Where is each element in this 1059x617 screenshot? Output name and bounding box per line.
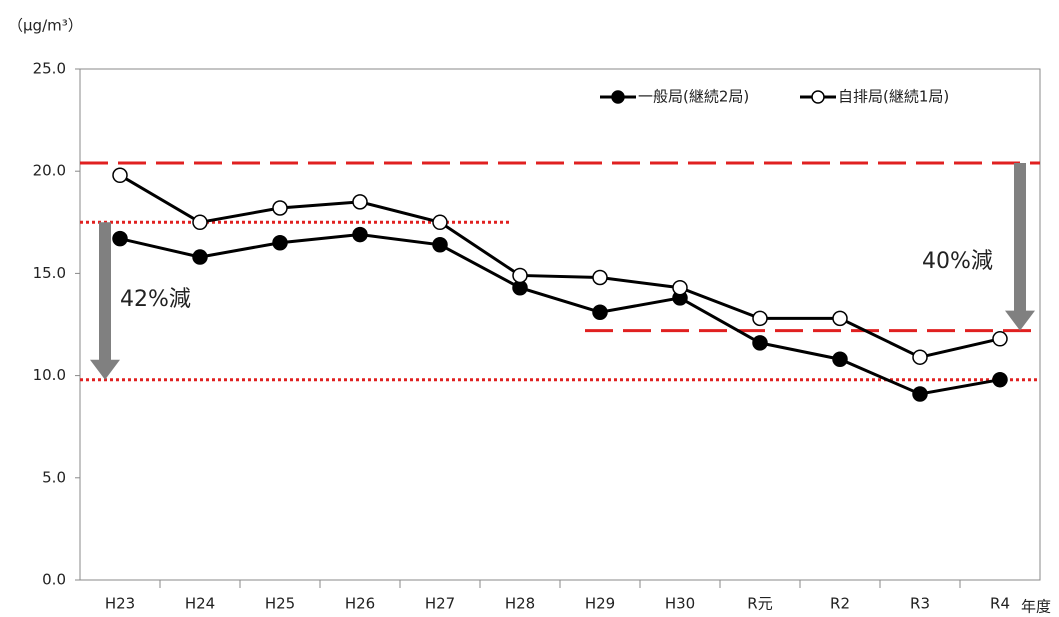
point [432, 214, 448, 231]
y-unit-label: （μg/m³） [8, 17, 83, 35]
point [912, 386, 928, 402]
x-tick-label: H27 [425, 595, 455, 613]
x-tick-label: H24 [185, 595, 215, 613]
point [272, 200, 288, 216]
series-line [119, 173, 1001, 359]
legend-label: 一般局(継続2局) [638, 88, 749, 106]
annotation: 42%減 [120, 287, 191, 312]
reduction-arrow [90, 222, 120, 380]
point [752, 335, 768, 351]
y-tick-label: 15.0 [33, 264, 66, 282]
point [192, 214, 208, 231]
point [832, 310, 848, 327]
y-tick-label: 10.0 [33, 366, 66, 384]
point [992, 331, 1008, 347]
legend-marker [811, 90, 825, 104]
point [352, 226, 368, 243]
x-tick-label: H26 [345, 595, 375, 613]
x-tick-label: H23 [105, 595, 135, 613]
series-line [119, 233, 1001, 396]
point [592, 269, 608, 286]
x-tick-label: H25 [265, 595, 295, 613]
point [272, 234, 288, 251]
x-tick-label: R3 [910, 595, 930, 613]
point [512, 267, 528, 284]
y-tick-label: 0.0 [42, 571, 66, 589]
x-tick-label: R4 [990, 595, 1010, 613]
point [192, 249, 208, 265]
annotation: 40%減 [922, 249, 993, 274]
x-tick-label: H30 [665, 595, 695, 613]
point [752, 310, 768, 327]
y-tick-label: 20.0 [33, 162, 66, 180]
x-tick-label: H28 [505, 595, 535, 613]
y-tick-label: 5.0 [42, 468, 66, 486]
x-axis-label: 年度 [1021, 598, 1051, 616]
point [112, 230, 128, 247]
point [672, 279, 688, 296]
point [832, 351, 848, 367]
point [992, 371, 1008, 388]
point [432, 237, 448, 253]
point [912, 349, 928, 365]
x-tick-label: R元 [747, 595, 772, 613]
x-tick-label: H29 [585, 595, 615, 613]
x-tick-label: R2 [830, 595, 850, 613]
legend-label: 自排局(継続1局) [838, 88, 949, 106]
point [112, 167, 128, 184]
y-tick-label: 25.0 [33, 60, 66, 78]
point [352, 194, 368, 210]
legend-marker [611, 90, 625, 104]
plot-area [79, 68, 1041, 581]
point [592, 304, 608, 320]
reduction-arrow [1005, 163, 1035, 331]
